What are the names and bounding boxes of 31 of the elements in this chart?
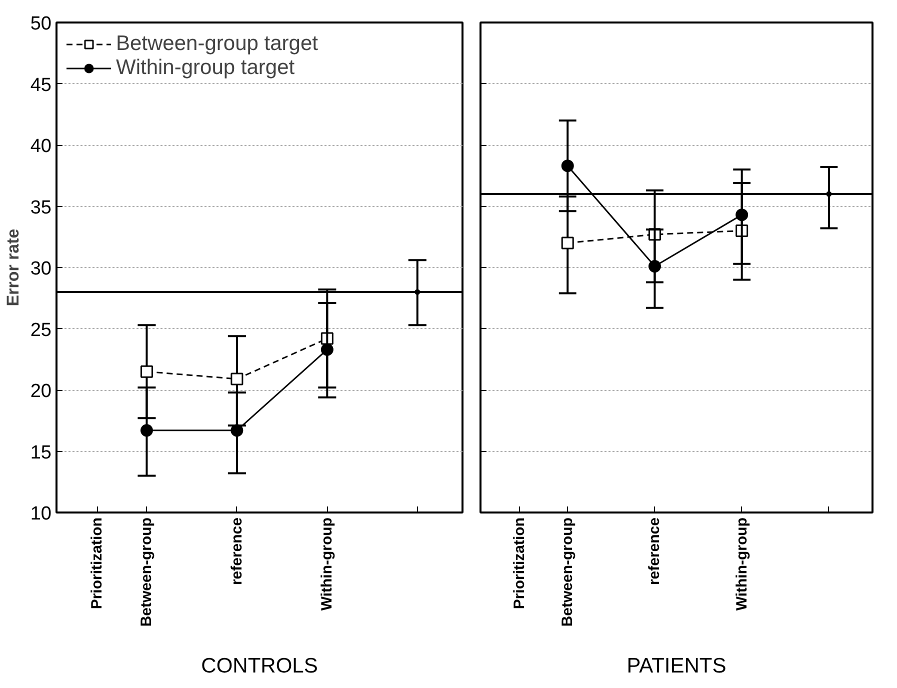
point bbox=[561, 236, 574, 250]
text: Prioritization bbox=[88, 518, 106, 610]
point bbox=[736, 208, 748, 222]
point bbox=[648, 260, 661, 273]
text: Prioritization bbox=[511, 518, 528, 610]
point bbox=[230, 372, 244, 386]
y-tick-label: 15 bbox=[30, 442, 52, 464]
x-axis-title: PATIENTS bbox=[626, 654, 726, 678]
y-tick-label: 25 bbox=[30, 320, 52, 341]
y-tick-label: 35 bbox=[30, 197, 52, 218]
point bbox=[140, 365, 153, 378]
y-tick-label: 50 bbox=[30, 14, 52, 34]
x-tick-label: reference bbox=[228, 517, 246, 586]
legend-label: Between-group target bbox=[116, 32, 318, 56]
point bbox=[230, 424, 244, 437]
point bbox=[320, 343, 334, 356]
y-tick-label: 10 bbox=[30, 504, 52, 524]
legend-label: Within-group target bbox=[116, 56, 295, 80]
y-axis-title: Error rate bbox=[3, 228, 22, 306]
point bbox=[561, 160, 574, 172]
y-tick-label: 40 bbox=[30, 136, 52, 157]
x-tick-label: Between-group bbox=[559, 517, 576, 627]
y-tick-label: 30 bbox=[30, 258, 52, 280]
x-tick-label: Between-group bbox=[138, 517, 156, 627]
x-tick-label: reference bbox=[646, 517, 664, 586]
x-tick-label: Within-group bbox=[318, 517, 336, 611]
x-tick-label: Within-group bbox=[733, 517, 750, 611]
y-tick-label: 20 bbox=[30, 381, 52, 402]
y-tick-label: 45 bbox=[30, 74, 52, 96]
point bbox=[140, 424, 153, 437]
x-axis-title: CONTROLS bbox=[201, 654, 318, 678]
